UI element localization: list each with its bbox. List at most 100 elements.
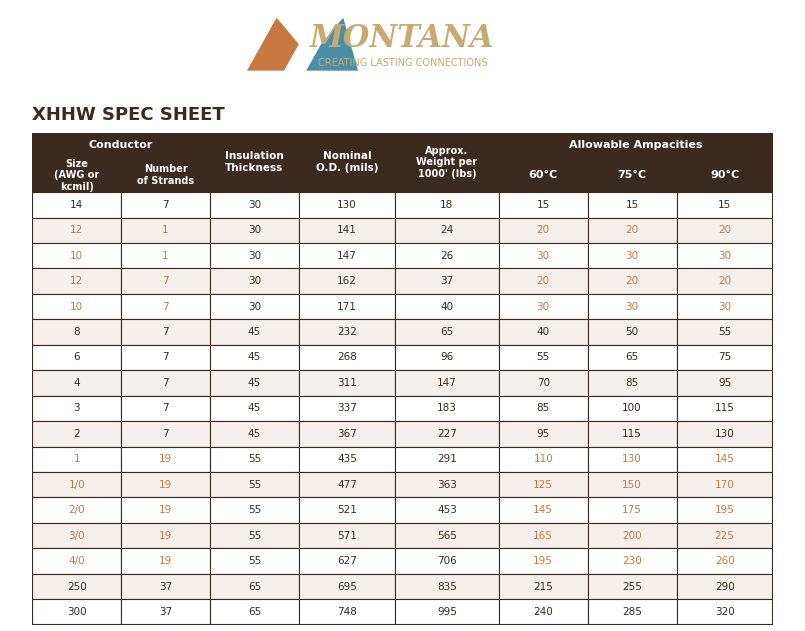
- Bar: [499, 243, 588, 268]
- Bar: [299, 319, 395, 345]
- Text: 37: 37: [440, 276, 453, 286]
- Text: 85: 85: [537, 403, 550, 413]
- Text: 2: 2: [73, 429, 80, 439]
- Text: 162: 162: [337, 276, 357, 286]
- Bar: [588, 192, 676, 218]
- Text: 115: 115: [715, 403, 735, 413]
- Bar: [121, 319, 210, 345]
- Bar: [32, 599, 121, 625]
- Text: 65: 65: [248, 607, 261, 617]
- Bar: [676, 243, 773, 268]
- Text: 565: 565: [437, 531, 457, 541]
- Bar: [299, 396, 395, 421]
- Bar: [499, 370, 588, 396]
- Text: 435: 435: [337, 454, 357, 464]
- Bar: [210, 243, 299, 268]
- Bar: [210, 447, 299, 472]
- Bar: [499, 218, 588, 243]
- Bar: [210, 574, 299, 599]
- Text: 24: 24: [440, 225, 453, 235]
- Text: 1: 1: [162, 251, 169, 261]
- Bar: [32, 421, 121, 447]
- Text: Insulation
Thickness: Insulation Thickness: [225, 151, 283, 173]
- Bar: [210, 599, 299, 625]
- Bar: [395, 523, 499, 548]
- Bar: [588, 599, 676, 625]
- Text: 145: 145: [533, 505, 553, 515]
- Bar: [588, 574, 676, 599]
- Bar: [299, 294, 395, 319]
- Text: 145: 145: [715, 454, 735, 464]
- Bar: [395, 472, 499, 497]
- Text: 19: 19: [159, 531, 172, 541]
- Text: 130: 130: [622, 454, 642, 464]
- Text: 311: 311: [337, 378, 357, 388]
- Text: 183: 183: [437, 403, 457, 413]
- Bar: [588, 218, 676, 243]
- Text: 55: 55: [248, 480, 261, 490]
- Bar: [395, 133, 499, 192]
- Text: 171: 171: [337, 302, 357, 312]
- Bar: [32, 268, 121, 294]
- Bar: [32, 345, 121, 370]
- Text: 7: 7: [162, 276, 169, 286]
- Bar: [121, 218, 210, 243]
- Bar: [395, 319, 499, 345]
- Bar: [588, 472, 676, 497]
- Bar: [499, 133, 773, 158]
- Text: 30: 30: [625, 251, 638, 261]
- Bar: [210, 218, 299, 243]
- Text: 70: 70: [537, 378, 550, 388]
- Bar: [676, 319, 773, 345]
- Bar: [32, 218, 121, 243]
- Text: 45: 45: [248, 378, 261, 388]
- Bar: [676, 218, 773, 243]
- Bar: [676, 396, 773, 421]
- Text: 55: 55: [537, 353, 550, 362]
- Text: 18: 18: [440, 200, 453, 210]
- Text: 748: 748: [337, 607, 357, 617]
- Text: 55: 55: [248, 505, 261, 515]
- Text: 2/0: 2/0: [68, 505, 85, 515]
- Bar: [299, 133, 395, 192]
- Bar: [676, 447, 773, 472]
- Text: 30: 30: [248, 225, 261, 235]
- Text: 130: 130: [337, 200, 357, 210]
- Bar: [395, 548, 499, 574]
- Bar: [676, 192, 773, 218]
- Text: 19: 19: [159, 505, 172, 515]
- Text: Conductor: Conductor: [89, 141, 153, 150]
- Text: 95: 95: [718, 378, 731, 388]
- Bar: [121, 497, 210, 523]
- Bar: [32, 497, 121, 523]
- Text: 65: 65: [625, 353, 638, 362]
- Bar: [588, 497, 676, 523]
- Polygon shape: [306, 18, 358, 71]
- Bar: [395, 192, 499, 218]
- Bar: [32, 243, 121, 268]
- Text: 291: 291: [437, 454, 457, 464]
- Bar: [588, 294, 676, 319]
- Text: 96: 96: [440, 353, 453, 362]
- Bar: [499, 294, 588, 319]
- Text: 30: 30: [537, 251, 550, 261]
- Bar: [121, 599, 210, 625]
- Bar: [210, 396, 299, 421]
- Text: 290: 290: [715, 582, 734, 591]
- Text: 170: 170: [715, 480, 734, 490]
- Bar: [121, 370, 210, 396]
- Text: Allowable Ampacities: Allowable Ampacities: [569, 141, 703, 150]
- Bar: [499, 523, 588, 548]
- Bar: [299, 268, 395, 294]
- Text: XHHW SPEC SHEET: XHHW SPEC SHEET: [32, 106, 225, 124]
- Text: 40: 40: [537, 327, 550, 337]
- Text: 30: 30: [537, 302, 550, 312]
- Bar: [676, 497, 773, 523]
- Text: 300: 300: [67, 607, 86, 617]
- Text: 130: 130: [715, 429, 734, 439]
- Text: 337: 337: [337, 403, 357, 413]
- Text: 4: 4: [73, 378, 80, 388]
- Text: 7: 7: [162, 403, 169, 413]
- Bar: [499, 421, 588, 447]
- Bar: [299, 574, 395, 599]
